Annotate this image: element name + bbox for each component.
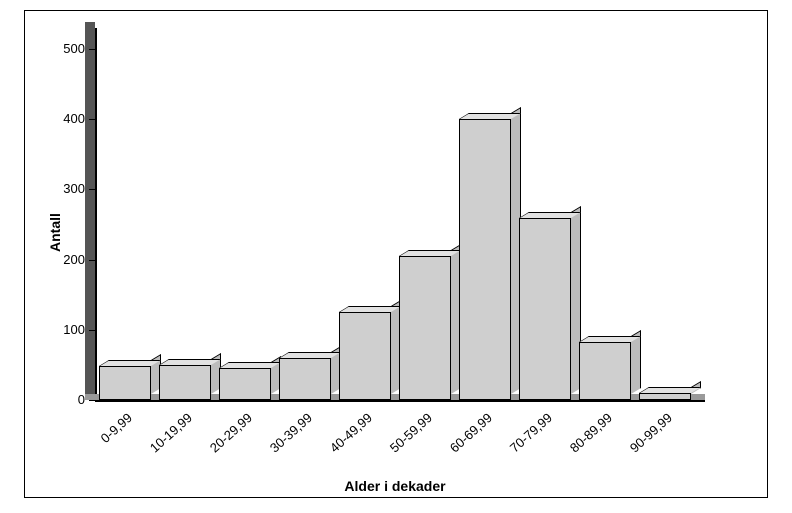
y-tick-label: 400	[45, 111, 85, 126]
y-tick-label: 200	[45, 252, 85, 267]
bar	[519, 218, 571, 400]
bar	[339, 312, 391, 400]
x-axis-label: Alder i dekader	[95, 478, 695, 494]
bar	[639, 393, 691, 400]
bar	[579, 342, 631, 400]
y-tick	[89, 260, 95, 261]
y-axis-backwall	[85, 22, 95, 400]
bar	[219, 368, 271, 400]
bar	[279, 358, 331, 400]
y-tick	[89, 400, 95, 401]
bar	[99, 366, 151, 400]
y-tick-label: 500	[45, 41, 85, 56]
y-tick	[89, 49, 95, 50]
y-tick-label: 100	[45, 322, 85, 337]
bar	[399, 256, 451, 400]
bar	[159, 365, 211, 400]
y-tick	[89, 119, 95, 120]
x-axis-line	[95, 400, 705, 402]
y-axis-line	[95, 28, 97, 402]
bar	[459, 119, 511, 400]
y-tick	[89, 189, 95, 190]
y-tick	[89, 330, 95, 331]
y-axis-label: Antall	[47, 172, 63, 252]
y-tick-label: 0	[45, 392, 85, 407]
